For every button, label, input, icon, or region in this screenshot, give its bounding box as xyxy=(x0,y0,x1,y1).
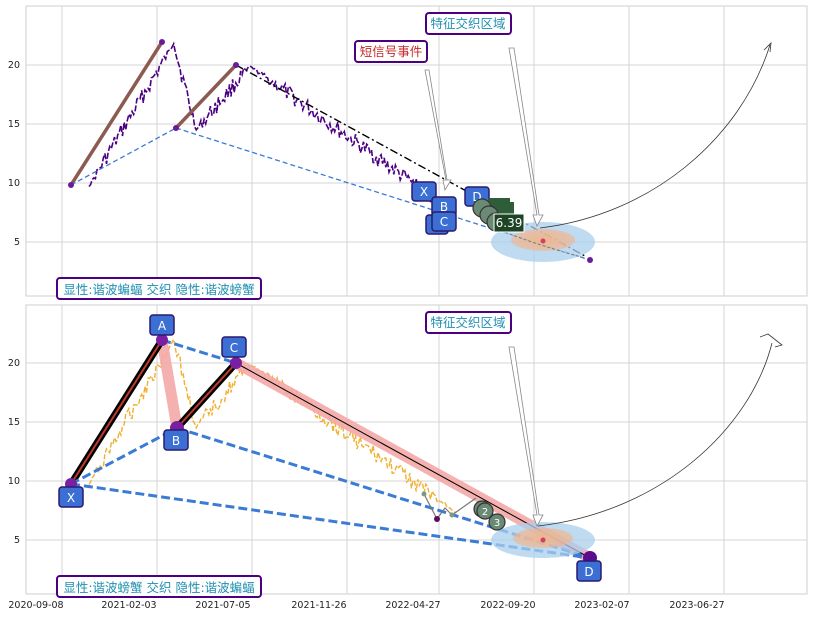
top-y-ticks: 20 15 10 5 xyxy=(8,60,20,248)
top-point-x xyxy=(68,182,74,188)
xtick-1: 2021-02-03 xyxy=(101,600,156,611)
top-panel: 20 15 10 5 xyxy=(8,5,808,300)
top-leg-xa xyxy=(69,41,164,186)
bottom-feature-label: 特征交织区域 xyxy=(430,315,505,330)
bottom-leg-xa-inner xyxy=(70,339,163,485)
xtick-4: 2022-04-27 xyxy=(385,600,440,611)
top-feature-box xyxy=(425,12,512,35)
bottom-dashed-xb xyxy=(70,426,178,486)
top-short-signal-box xyxy=(354,40,428,63)
top-value-badge xyxy=(493,213,525,233)
bottom-badge-c xyxy=(221,336,247,358)
bottom-zone-center xyxy=(540,537,546,543)
bottom-badge-x xyxy=(58,486,84,508)
bottom-badge-b-label: B xyxy=(172,434,180,448)
bottom-projection-bracket xyxy=(759,333,783,348)
bottom-feature-box xyxy=(425,311,512,334)
bottom-leg-ab-shade xyxy=(156,334,183,434)
xtick-6: 2023-02-07 xyxy=(574,600,629,611)
bottom-badge-d xyxy=(576,560,602,582)
top-badge-x-label: X xyxy=(420,185,428,199)
bottom-badge-a-label: A xyxy=(158,319,167,333)
top-badge-x xyxy=(411,181,437,202)
bottom-badge-3 xyxy=(488,513,506,531)
top-ytick-10: 10 xyxy=(8,178,20,189)
top-badge-b-label: B xyxy=(440,200,448,214)
top-arrow-feature xyxy=(508,47,544,227)
bottom-ytick-5: 5 xyxy=(14,535,20,546)
top-point-c xyxy=(233,62,239,68)
top-zone-center xyxy=(540,238,546,244)
top-value-cluster: 6.39 xyxy=(472,198,525,233)
bottom-ytick-20: 20 xyxy=(8,358,20,369)
bottom-badge-x-label: X xyxy=(67,491,75,505)
top-leg-bc xyxy=(174,63,238,130)
bottom-arrow-feature xyxy=(508,346,544,527)
bottom-y-ticks: 20 15 10 5 xyxy=(8,358,20,546)
bottom-badge-d-label: D xyxy=(584,565,593,579)
bottom-projection-arc xyxy=(537,342,773,527)
bottom-leg-bc-inner xyxy=(176,362,237,429)
bottom-point-a xyxy=(156,334,168,346)
bottom-legend-box xyxy=(56,575,262,598)
top-legend-box xyxy=(56,277,262,300)
top-point-b xyxy=(173,125,179,131)
top-zone-curve xyxy=(504,231,586,259)
top-arrow-short-signal xyxy=(424,69,452,192)
top-point-d xyxy=(587,257,593,263)
top-feature-label: 特征交织区域 xyxy=(430,16,505,31)
bottom-plot-area xyxy=(25,304,808,595)
xtick-7: 2023-06-27 xyxy=(669,600,724,611)
top-ytick-15: 15 xyxy=(8,119,20,130)
top-badge-d-label: D xyxy=(472,190,481,204)
top-projection-arc xyxy=(539,44,771,229)
bottom-grid xyxy=(26,305,807,594)
bottom-badge-a xyxy=(149,314,175,336)
top-ytick-5: 5 xyxy=(14,237,20,248)
bottom-ytick-15: 15 xyxy=(8,417,20,428)
top-short-signal-label: 短信号事件 xyxy=(360,44,423,59)
bottom-badge-c-label: C xyxy=(230,341,238,355)
top-value-badge-label: 6.39 xyxy=(496,216,523,230)
bottom-panel: 20 15 10 5 xyxy=(8,304,808,611)
bottom-small-pattern xyxy=(423,493,477,521)
top-legend-label: 显性:谐波蝙蝠 交织 隐性:谐波螃蟹 xyxy=(63,282,254,297)
top-projection-arrowhead xyxy=(763,41,772,53)
x-ticks: 2020-09-08 2021-02-03 2021-07-05 2021-11… xyxy=(8,600,724,611)
bottom-badge-3-label: 3 xyxy=(494,518,500,529)
top-badge-c xyxy=(431,211,457,232)
xtick-0: 2020-09-08 xyxy=(8,600,63,611)
xtick-2: 2021-07-05 xyxy=(195,600,250,611)
bottom-badge-2-label: 2 xyxy=(482,507,488,518)
bottom-ytick-10: 10 xyxy=(8,476,20,487)
top-point-a xyxy=(159,39,165,45)
bottom-badge-b xyxy=(163,429,189,451)
bottom-point-c xyxy=(230,357,242,369)
top-ytick-20: 20 xyxy=(8,60,20,71)
xtick-3: 2021-11-26 xyxy=(291,600,346,611)
bottom-badge-2 xyxy=(476,502,494,520)
top-dashed-xb xyxy=(70,127,177,186)
top-price-series xyxy=(88,41,457,216)
xtick-5: 2022-09-20 xyxy=(480,600,535,611)
top-badge-c-label: C xyxy=(440,215,448,229)
bottom-dashed-bd xyxy=(176,426,591,560)
bottom-legend-label: 显性:谐波螃蟹 交织 隐性:谐波蝙蝠 xyxy=(63,580,254,595)
